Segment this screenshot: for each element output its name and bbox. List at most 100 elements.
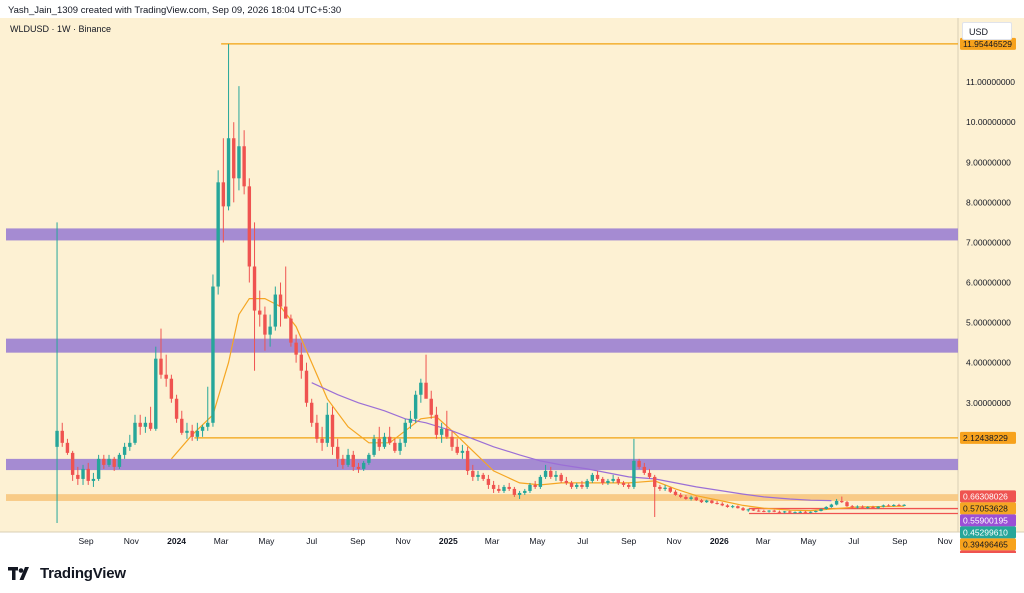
time-tick-label-3: Mar (214, 536, 229, 546)
price-label-text-1: 2.12438229 (963, 433, 1008, 443)
price-tick-label-7: 4.00000000 (966, 358, 1011, 368)
candle-body-116 (658, 486, 662, 489)
price-tick-label-6: 5.00000000 (966, 318, 1011, 328)
candle-body-74 (439, 428, 444, 435)
time-tick-label-2: 2024 (167, 536, 186, 546)
candle-body-154 (855, 506, 860, 508)
candle-body-56 (346, 454, 350, 465)
candle-body-12 (117, 454, 122, 467)
candle-body-126 (710, 500, 714, 503)
candle-body-128 (720, 503, 724, 506)
candle-body-10 (107, 458, 111, 465)
candle-body-0 (55, 430, 59, 447)
price-tick-label-1: 10.00000000 (966, 117, 1016, 127)
candle-body-44 (284, 306, 288, 319)
candle-body-105 (601, 478, 605, 483)
candle-body-157 (871, 506, 875, 509)
candle-body-114 (647, 472, 652, 477)
candle-body-57 (351, 454, 355, 467)
price-label-badge-6 (960, 538, 1016, 551)
candles (55, 44, 906, 523)
candlestick-chart[interactable]: 11.00000000 10.00000000 9.00000000 8.000000… (0, 18, 1024, 553)
price-tick-label-3: 8.00000000 (966, 197, 1011, 207)
price-label-text-2: 0.66308026 (963, 491, 1008, 501)
candle-body-102 (585, 480, 589, 487)
price-label-badge-7 (960, 550, 1016, 553)
candle-body-156 (866, 506, 870, 508)
candle-body-133 (746, 509, 750, 511)
candle-body-100 (575, 484, 579, 487)
candle-body-34 (232, 138, 236, 179)
time-tick-label-18: Sep (892, 536, 907, 546)
candle-body-76 (450, 436, 454, 447)
candle-body-68 (408, 418, 413, 423)
candle-body-37 (247, 186, 252, 267)
candle-body-28 (200, 426, 205, 431)
candle-body-59 (361, 462, 366, 469)
candle-body-58 (356, 466, 361, 469)
time-tick-label-13: Nov (666, 536, 682, 546)
candle-body-122 (689, 497, 693, 499)
candle-body-145 (808, 511, 813, 513)
candle-body-61 (372, 438, 376, 455)
candle-body-20 (159, 358, 163, 375)
candle-body-158 (876, 506, 880, 509)
candle-body-32 (221, 182, 226, 207)
candle-body-143 (798, 511, 802, 513)
moving-average-line-0 (170, 298, 905, 512)
candle-body-85 (497, 488, 501, 491)
price-tick-label-0: 11.00000000 (966, 77, 1015, 87)
candle-body-115 (653, 476, 657, 487)
time-axis-ticks: Sep Nov 2024 Mar May Jul Sep Nov 2025 Mar May Jul Se… (78, 536, 953, 546)
candle-body-136 (762, 510, 766, 512)
time-tick-label-8: 2025 (439, 536, 458, 546)
candle-body-140 (782, 511, 787, 513)
price-label-text-3: 0.57053628 (963, 503, 1008, 513)
time-tick-label-12: Sep (621, 536, 636, 546)
time-tick-label-17: Jul (848, 536, 859, 546)
candle-body-42 (273, 294, 278, 327)
candle-body-93 (538, 476, 543, 487)
candle-body-54 (335, 446, 340, 459)
price-label-badge-0 (960, 37, 1016, 50)
candle-body-35 (237, 146, 241, 179)
candle-body-139 (777, 511, 782, 513)
candle-body-18 (148, 422, 153, 429)
candle-body-81 (476, 474, 480, 477)
candle-body-22 (169, 378, 174, 399)
currency-selector[interactable]: USD (962, 22, 1012, 40)
candle-body-78 (460, 450, 465, 453)
candle-body-71 (424, 382, 428, 399)
candle-body-119 (673, 491, 678, 495)
candle-body-14 (128, 442, 132, 447)
candle-body-132 (741, 508, 745, 511)
candle-body-75 (445, 428, 449, 437)
candle-body-29 (206, 422, 210, 427)
price-axis-ticks: 11.00000000 10.00000000 9.00000000 8.000000… (966, 77, 1016, 408)
candle-body-50 (315, 422, 319, 439)
candle-body-65 (393, 442, 397, 451)
candle-body-123 (694, 497, 698, 501)
candle-body-48 (304, 370, 309, 403)
candle-body-106 (606, 480, 610, 483)
price-label-badge-5 (960, 526, 1016, 539)
price-label-text-7: 0.36011575 (963, 551, 1008, 553)
candle-body-98 (564, 480, 569, 483)
candle-body-95 (549, 470, 553, 477)
candle-body-107 (611, 478, 615, 481)
candle-body-103 (590, 474, 595, 481)
candle-body-66 (398, 442, 402, 451)
price-tick-label-5: 6.00000000 (966, 278, 1011, 288)
candle-body-120 (678, 494, 683, 497)
candle-body-82 (481, 474, 485, 479)
symbol-label[interactable]: WLDUSD · 1W · Binance (10, 24, 112, 34)
candle-body-9 (102, 458, 106, 465)
candle-body-30 (211, 286, 215, 423)
candle-body-97 (559, 474, 563, 481)
price-tick-label-4: 7.00000000 (966, 237, 1011, 247)
tradingview-logo[interactable]: TradingView (8, 562, 126, 584)
candle-body-111 (632, 460, 636, 487)
candle-body-163 (902, 504, 906, 506)
time-tick-label-14: 2026 (710, 536, 729, 546)
candle-body-43 (278, 294, 283, 307)
